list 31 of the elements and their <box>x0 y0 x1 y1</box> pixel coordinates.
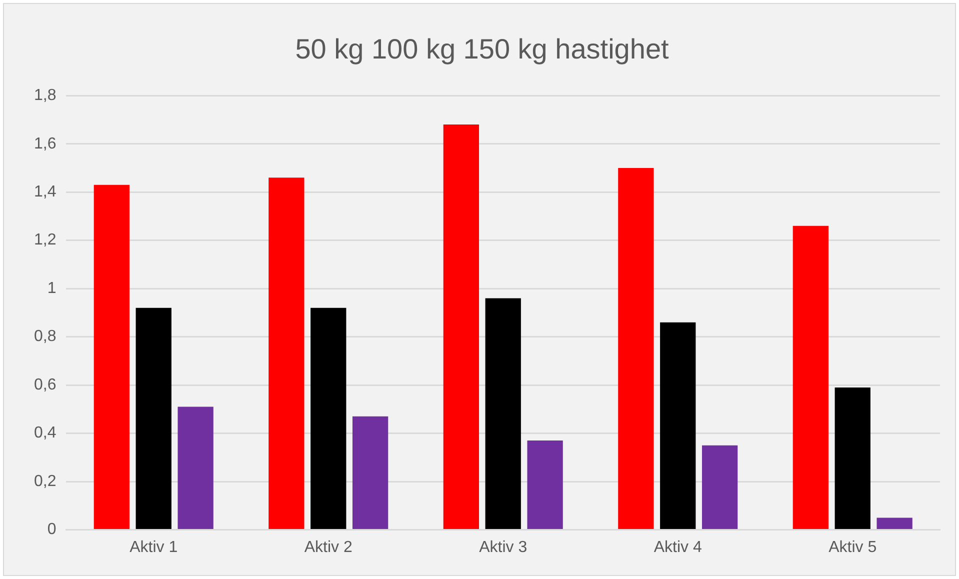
y-tick-label: 0 <box>47 521 56 538</box>
y-tick-label: 1,4 <box>34 183 56 200</box>
y-tick-label: 1,8 <box>34 87 56 104</box>
bar <box>527 440 563 530</box>
chart-title: 50 kg 100 kg 150 kg hastighet <box>295 34 670 65</box>
x-tick-label: Aktiv 5 <box>828 538 877 556</box>
bar <box>268 178 304 530</box>
x-tick-label: Aktiv 4 <box>654 538 702 556</box>
x-tick-label: Aktiv 1 <box>130 538 178 556</box>
bar <box>352 416 388 530</box>
y-tick-label: 1,6 <box>34 135 56 152</box>
x-tick-label: Aktiv 2 <box>304 538 352 556</box>
y-tick-label: 1,2 <box>34 232 56 249</box>
bar <box>792 226 829 530</box>
bar <box>136 308 172 530</box>
x-tick-label: Aktiv 3 <box>479 538 528 556</box>
bar <box>660 322 696 530</box>
bar <box>618 168 654 530</box>
y-tick-label: 0,8 <box>34 328 56 346</box>
y-tick-label: 1 <box>47 280 56 297</box>
y-tick-label: 0,6 <box>34 376 56 394</box>
bar <box>702 445 738 530</box>
bar <box>94 184 130 530</box>
bar <box>178 406 214 530</box>
bar <box>834 387 870 530</box>
bar <box>310 308 346 530</box>
bar <box>485 298 521 530</box>
y-tick-label: 0,4 <box>34 424 56 442</box>
bar <box>443 124 480 530</box>
bar <box>876 518 912 530</box>
y-tick-label: 0,2 <box>34 472 56 490</box>
